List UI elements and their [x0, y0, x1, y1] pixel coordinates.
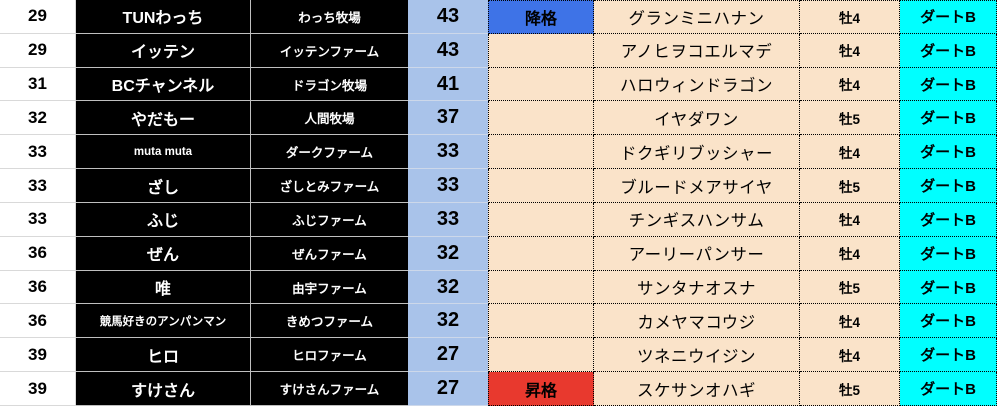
sex-age-cell[interactable]: 牡5 [800, 169, 900, 203]
horse-name-cell[interactable]: サンタナオスナ [594, 270, 800, 305]
sex-age-cell[interactable]: 牡4 [800, 304, 900, 339]
farm-cell[interactable]: ざしとみファーム [251, 169, 408, 203]
farm-cell[interactable]: 人間牧場 [251, 101, 408, 136]
sex-age-cell[interactable]: 牡5 [800, 270, 900, 305]
farm-cell[interactable]: すけさんファーム [251, 372, 408, 406]
rank-cell[interactable]: 39 [0, 372, 76, 406]
rank-cell[interactable]: 31 [0, 67, 76, 102]
class-cell[interactable]: ダートB [900, 33, 997, 68]
sex-age-cell[interactable]: 牡4 [800, 0, 900, 34]
score-cell[interactable]: 27 [408, 338, 488, 373]
rank-cell[interactable]: 36 [0, 270, 76, 305]
class-cell[interactable]: ダートB [900, 135, 997, 170]
class-cell[interactable]: ダートB [900, 169, 997, 203]
sex-age-cell[interactable]: 牡5 [800, 372, 900, 406]
sex-age-cell[interactable]: 牡4 [800, 236, 900, 271]
player-name-cell[interactable]: ざし [76, 169, 251, 203]
rank-cell[interactable]: 32 [0, 101, 76, 136]
score-cell[interactable]: 27 [408, 372, 488, 406]
status-cell[interactable] [488, 202, 594, 237]
farm-cell[interactable]: 由宇ファーム [251, 270, 408, 305]
rank-cell[interactable]: 36 [0, 304, 76, 339]
status-cell[interactable]: 昇格 [488, 372, 594, 406]
horse-name-cell[interactable]: スケサンオハギ [594, 372, 800, 406]
horse-name-cell[interactable]: ドクギリブッシャー [594, 135, 800, 170]
rank-cell[interactable]: 33 [0, 202, 76, 237]
player-name-cell[interactable]: 競馬好きのアンパンマン [76, 304, 251, 339]
class-cell[interactable]: ダートB [900, 67, 997, 102]
sex-age-cell[interactable]: 牡4 [800, 33, 900, 68]
player-name-cell[interactable]: イッテン [76, 33, 251, 68]
rank-cell[interactable]: 29 [0, 33, 76, 68]
horse-name-cell[interactable]: ブルードメアサイヤ [594, 169, 800, 203]
player-name-cell[interactable]: 唯 [76, 270, 251, 305]
farm-cell[interactable]: ふじファーム [251, 202, 408, 237]
score-cell[interactable]: 33 [408, 169, 488, 203]
farm-cell[interactable]: わっち牧場 [251, 0, 408, 34]
class-cell[interactable]: ダートB [900, 101, 997, 136]
status-cell[interactable]: 降格 [488, 0, 594, 34]
horse-name-cell[interactable]: アーリーパンサー [594, 236, 800, 271]
player-name-cell[interactable]: BCチャンネル [76, 67, 251, 102]
score-cell[interactable]: 32 [408, 270, 488, 305]
status-cell[interactable] [488, 236, 594, 271]
player-name-cell[interactable]: ヒロ [76, 338, 251, 373]
farm-cell[interactable]: ダークファーム [251, 135, 408, 170]
farm-cell[interactable]: ぜんファーム [251, 236, 408, 271]
farm-cell[interactable]: ヒロファーム [251, 338, 408, 373]
horse-name-cell[interactable]: チンギスハンサム [594, 202, 800, 237]
score-cell[interactable]: 43 [408, 0, 488, 34]
farm-cell[interactable]: ドラゴン牧場 [251, 67, 408, 102]
status-cell[interactable] [488, 304, 594, 339]
player-name-cell[interactable]: ふじ [76, 202, 251, 237]
rank-cell[interactable]: 29 [0, 0, 76, 34]
status-cell[interactable] [488, 135, 594, 170]
player-name-cell[interactable]: TUNわっち [76, 0, 251, 34]
horse-name-cell[interactable]: カメヤマコウジ [594, 304, 800, 339]
sex-age-cell[interactable]: 牡4 [800, 338, 900, 373]
score-cell[interactable]: 32 [408, 304, 488, 339]
score-cell[interactable]: 33 [408, 202, 488, 237]
class-cell[interactable]: ダートB [900, 270, 997, 305]
score-cell[interactable]: 41 [408, 67, 488, 102]
score-cell[interactable]: 33 [408, 135, 488, 170]
status-cell[interactable] [488, 270, 594, 305]
horse-name-cell[interactable]: グランミニハナン [594, 0, 800, 34]
sex-age-cell[interactable]: 牡5 [800, 101, 900, 136]
score-cell[interactable]: 32 [408, 236, 488, 271]
class-cell[interactable]: ダートB [900, 202, 997, 237]
farm-cell[interactable]: イッテンファーム [251, 33, 408, 68]
player-name-cell[interactable]: やだもー [76, 101, 251, 136]
sex-age-cell[interactable]: 牡4 [800, 202, 900, 237]
player-name-cell[interactable]: ぜん [76, 236, 251, 271]
sex-age-cell[interactable]: 牡4 [800, 67, 900, 102]
class-cell[interactable]: ダートB [900, 236, 997, 271]
class-cell[interactable]: ダートB [900, 0, 997, 34]
farm-cell[interactable]: きめつファーム [251, 304, 408, 339]
class-cell[interactable]: ダートB [900, 338, 997, 373]
player-name-cell[interactable]: すけさん [76, 372, 251, 406]
status-cell[interactable] [488, 101, 594, 136]
status-cell[interactable] [488, 338, 594, 373]
horse-name-cell[interactable]: イヤダワン [594, 101, 800, 136]
rank-cell[interactable]: 33 [0, 169, 76, 203]
score-cell[interactable]: 37 [408, 101, 488, 136]
rank-cell[interactable]: 36 [0, 236, 76, 271]
status-cell[interactable] [488, 169, 594, 203]
rank-cell[interactable]: 33 [0, 135, 76, 170]
rank-cell[interactable]: 39 [0, 338, 76, 373]
status-cell[interactable] [488, 33, 594, 68]
score-cell[interactable]: 43 [408, 33, 488, 68]
horse-name-cell[interactable]: ツネニウイジン [594, 338, 800, 373]
horse-name-cell[interactable]: アノヒヲコエルマデ [594, 33, 800, 68]
status-cell[interactable] [488, 67, 594, 102]
horse-name-cell[interactable]: ハロウィンドラゴン [594, 67, 800, 102]
player-name-cell[interactable]: muta muta [76, 135, 251, 170]
class-cell[interactable]: ダートB [900, 372, 997, 406]
class-cell[interactable]: ダートB [900, 304, 997, 339]
sex-age-cell[interactable]: 牡4 [800, 135, 900, 170]
